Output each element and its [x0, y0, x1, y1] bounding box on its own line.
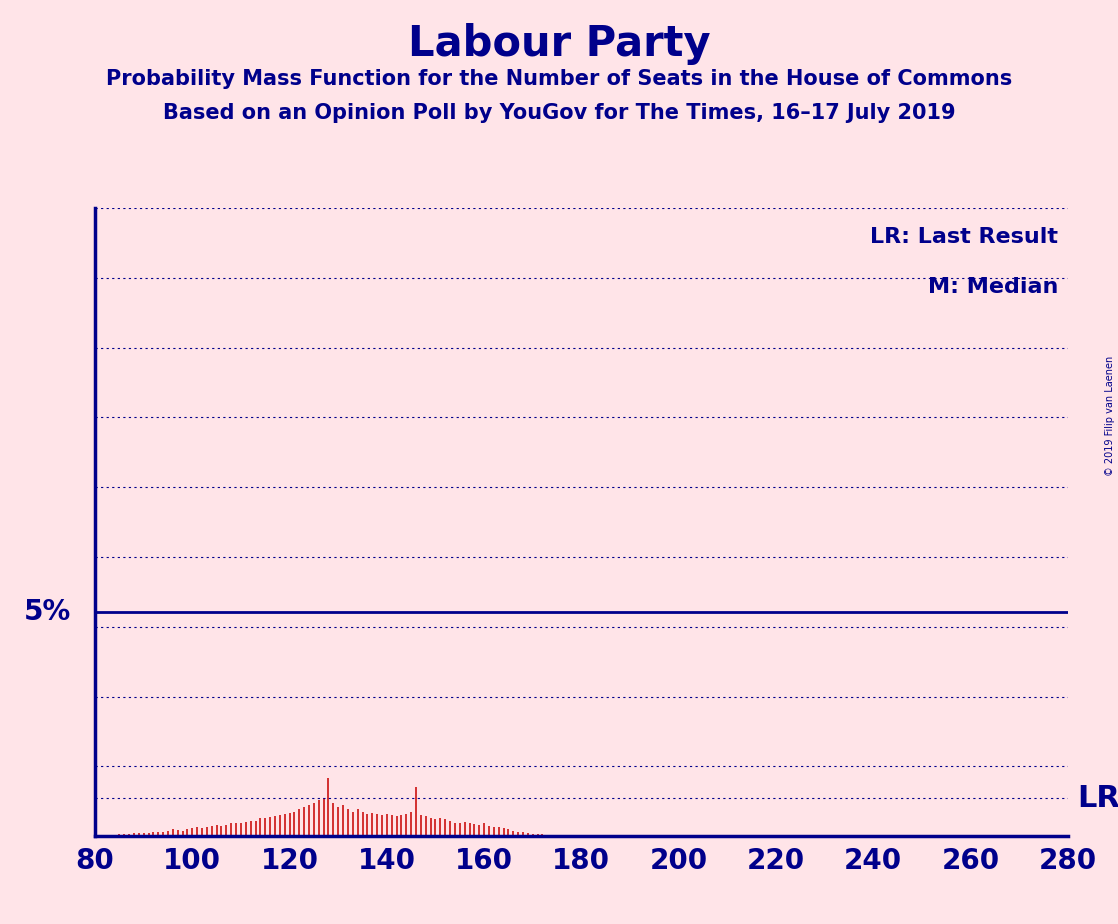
Text: LR: LR	[1078, 784, 1118, 812]
Text: M: Median: M: Median	[928, 277, 1058, 297]
Text: © 2019 Filip van Laenen: © 2019 Filip van Laenen	[1106, 356, 1115, 476]
Text: Labour Party: Labour Party	[408, 23, 710, 65]
Text: Probability Mass Function for the Number of Seats in the House of Commons: Probability Mass Function for the Number…	[106, 69, 1012, 90]
Text: 5%: 5%	[23, 598, 70, 626]
Text: Based on an Opinion Poll by YouGov for The Times, 16–17 July 2019: Based on an Opinion Poll by YouGov for T…	[163, 103, 955, 124]
Text: LR: Last Result: LR: Last Result	[870, 226, 1058, 247]
